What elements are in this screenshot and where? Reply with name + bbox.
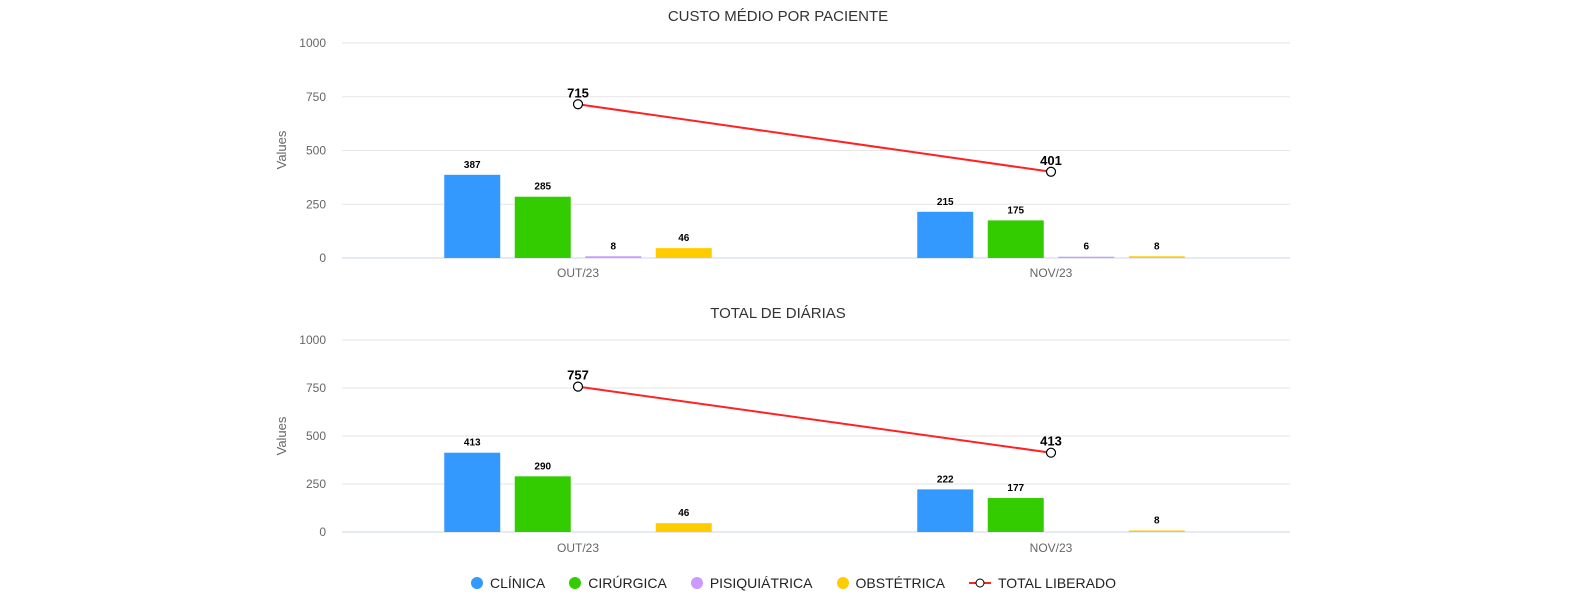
y-tick-label: 250 [306,477,326,491]
y-axis-label: Values [274,130,289,169]
bar-clinica [917,489,974,532]
bar-clinica [444,452,501,532]
bar-clinica [444,174,501,258]
line-point [572,381,584,392]
bar-psiquiatrica [1058,256,1115,258]
line-point [1045,166,1057,177]
y-tick-label: 500 [306,144,326,158]
bar-data-label: 413 [464,438,481,449]
x-tick-label: NOV/23 [1030,541,1073,555]
bar-data-label: 215 [937,197,954,208]
bar-obstetrica [655,248,712,258]
bar-obstetrica [655,523,712,532]
bar-data-label: 8 [610,241,616,252]
bar-cirurgica [514,196,571,258]
line-total-liberado [577,103,1052,173]
bar-data-label: 6 [1083,242,1089,253]
bar-data-label: 175 [1007,205,1024,216]
x-tick-label: NOV/23 [1030,266,1073,280]
legend-label: PISIQUIÁTRICA [709,575,813,591]
y-tick-label: 750 [306,90,326,104]
chart-title: TOTAL DE DIÁRIAS [710,305,846,322]
legend-item-cirurgica[interactable]: CIRÚRGICA [569,575,667,591]
y-tick-label: 0 [319,525,326,539]
legend-item-psiquiatrica[interactable]: PISIQUIÁTRICA [690,575,813,591]
y-tick-label: 750 [306,381,326,395]
bar-data-label: 285 [534,182,551,193]
bar-data-label: 222 [937,474,954,485]
line-data-label: 401 [1040,153,1062,168]
bar-data-label: 46 [678,233,690,244]
bar-psiquiatrica [585,256,642,258]
bar-cirurgica [987,220,1044,258]
bar-data-label: 46 [678,508,690,519]
x-tick-label: OUT/23 [557,541,599,555]
line-data-label: 757 [567,368,589,383]
legend: CLÍNICA CIRÚRGICA PISIQUIÁTRICA OBSTÉTRICA T… [0,572,1587,594]
bar-clinica [917,211,974,258]
y-tick-label: 250 [306,197,326,211]
legend-label: CLÍNICA [490,575,546,591]
bar-data-label: 290 [534,461,551,472]
line-data-label: 413 [1040,434,1062,449]
bar-data-label: 8 [1154,515,1160,526]
bar-data-label: 387 [464,160,481,171]
legend-dot-icon [690,577,703,589]
y-tick-label: 1000 [299,36,326,50]
chart-title: CUSTO MÉDIO POR PACIENTE [668,8,888,25]
line-point [1045,447,1057,458]
bar-data-label: 177 [1007,483,1024,494]
legend-line-icon [968,578,991,588]
legend-item-total[interactable]: TOTAL LIBERADO [968,575,1116,591]
legend-dot-icon [836,577,849,589]
y-tick-label: 500 [306,429,326,443]
legend-label: TOTAL LIBERADO [997,575,1116,591]
y-tick-label: 1000 [299,333,326,347]
bar-cirurgica [514,476,571,532]
line-total-liberado [577,385,1052,454]
line-point [572,99,584,110]
legend-label: CIRÚRGICA [588,575,667,591]
y-axis-label: Values [274,416,289,455]
bar-obstetrica [1128,256,1185,258]
legend-label: OBSTÉTRICA [855,575,945,591]
bar-obstetrica [1128,530,1185,532]
legend-item-clinica[interactable]: CLÍNICA [471,575,545,591]
bar-data-label: 8 [1154,241,1160,252]
line-data-label: 715 [567,85,589,100]
x-tick-label: OUT/23 [557,266,599,280]
y-tick-label: 0 [319,251,326,265]
legend-dot-icon [471,577,484,589]
legend-item-obstetrica[interactable]: OBSTÉTRICA [836,575,945,591]
legend-dot-icon [569,577,582,589]
bar-cirurgica [987,498,1044,532]
